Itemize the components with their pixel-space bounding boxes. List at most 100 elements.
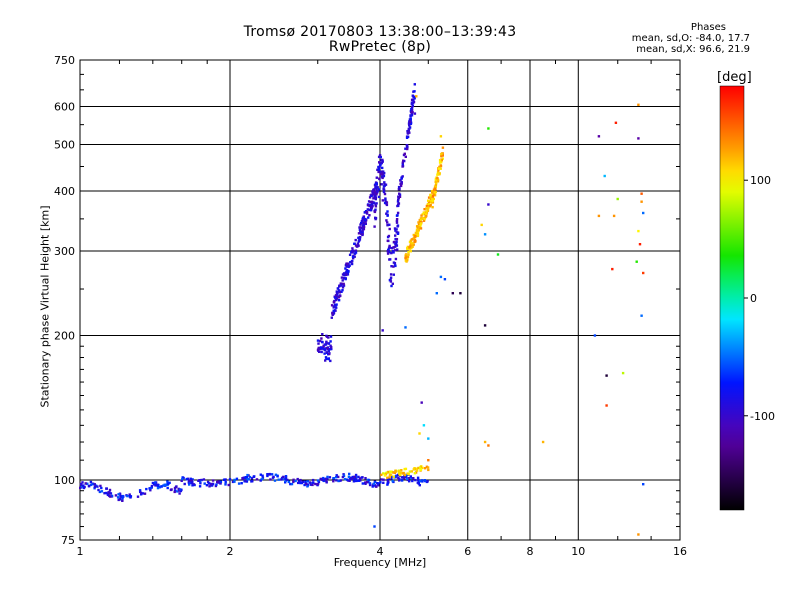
data-point bbox=[345, 265, 349, 268]
data-point bbox=[427, 200, 431, 204]
data-point bbox=[375, 176, 378, 179]
data-point bbox=[427, 206, 430, 209]
data-point bbox=[390, 246, 393, 250]
data-point bbox=[407, 131, 410, 134]
data-point bbox=[353, 477, 356, 480]
data-point bbox=[298, 480, 301, 483]
data-point bbox=[327, 342, 331, 345]
data-point bbox=[438, 161, 442, 164]
data-point bbox=[423, 479, 427, 482]
data-point bbox=[346, 478, 349, 481]
data-point bbox=[418, 466, 422, 469]
data-point bbox=[98, 490, 102, 494]
data-point bbox=[396, 225, 399, 228]
data-point bbox=[361, 228, 365, 231]
data-point bbox=[483, 233, 487, 236]
data-point bbox=[404, 256, 407, 260]
data-point bbox=[483, 440, 487, 444]
data-point bbox=[168, 481, 171, 484]
data-point bbox=[382, 481, 385, 484]
data-point bbox=[414, 231, 418, 235]
data-point bbox=[388, 244, 391, 248]
data-point bbox=[318, 350, 321, 353]
data-point bbox=[378, 165, 381, 168]
data-point bbox=[286, 478, 289, 482]
data-point bbox=[319, 477, 322, 481]
data-point bbox=[240, 482, 243, 485]
data-point bbox=[326, 347, 329, 350]
data-point bbox=[139, 491, 143, 495]
data-point bbox=[352, 249, 355, 253]
data-point bbox=[330, 304, 334, 307]
data-point bbox=[276, 475, 279, 478]
data-point bbox=[320, 478, 324, 481]
data-point bbox=[330, 316, 333, 319]
data-point bbox=[341, 273, 345, 276]
data-point bbox=[151, 481, 155, 485]
data-point bbox=[381, 176, 384, 180]
data-point bbox=[418, 220, 422, 223]
data-point bbox=[419, 218, 423, 221]
data-point bbox=[409, 117, 412, 120]
data-point bbox=[86, 482, 89, 485]
data-point bbox=[143, 492, 147, 495]
data-point bbox=[386, 483, 389, 486]
data-point bbox=[105, 487, 108, 490]
data-point bbox=[403, 152, 406, 155]
data-point bbox=[439, 275, 443, 279]
data-point bbox=[395, 221, 399, 224]
data-point bbox=[392, 251, 395, 254]
y-tick-label: 600 bbox=[54, 101, 75, 114]
data-point bbox=[246, 473, 249, 477]
data-point bbox=[268, 473, 271, 476]
data-point bbox=[383, 171, 386, 175]
data-point bbox=[154, 484, 157, 487]
data-point bbox=[397, 196, 400, 199]
data-point bbox=[191, 484, 194, 487]
data-point bbox=[441, 146, 445, 149]
data-point bbox=[438, 172, 441, 175]
data-point bbox=[183, 482, 186, 486]
data-point bbox=[439, 135, 443, 138]
data-point bbox=[317, 342, 320, 345]
data-point bbox=[366, 208, 369, 211]
data-point bbox=[395, 219, 399, 223]
data-point bbox=[385, 212, 388, 215]
data-point bbox=[214, 484, 218, 488]
data-point bbox=[341, 286, 345, 289]
data-point bbox=[410, 477, 413, 480]
data-point bbox=[107, 491, 110, 494]
x-tick-label: 10 bbox=[571, 545, 585, 558]
data-point bbox=[351, 251, 354, 254]
data-point bbox=[321, 333, 324, 336]
data-point bbox=[354, 238, 357, 242]
data-point bbox=[269, 478, 272, 481]
data-point bbox=[408, 470, 412, 473]
data-point bbox=[322, 346, 325, 349]
data-point bbox=[637, 533, 640, 536]
data-point bbox=[410, 98, 414, 101]
data-point bbox=[380, 473, 383, 476]
data-point bbox=[427, 468, 430, 472]
data-point bbox=[405, 136, 409, 139]
data-point bbox=[394, 245, 397, 248]
data-point bbox=[388, 223, 391, 226]
data-point bbox=[361, 226, 364, 230]
data-point bbox=[210, 484, 214, 487]
data-point bbox=[104, 491, 108, 495]
data-point bbox=[379, 155, 382, 159]
data-point bbox=[211, 482, 215, 486]
data-point bbox=[357, 479, 361, 482]
data-point bbox=[381, 166, 384, 170]
data-point bbox=[166, 486, 169, 490]
data-point bbox=[109, 492, 113, 495]
data-point bbox=[435, 292, 438, 295]
data-point bbox=[409, 243, 412, 247]
data-point bbox=[153, 483, 156, 486]
data-point bbox=[440, 152, 443, 156]
data-point bbox=[369, 204, 372, 207]
data-point bbox=[393, 264, 397, 267]
data-point bbox=[326, 475, 329, 479]
data-point bbox=[327, 357, 330, 361]
data-point bbox=[413, 83, 416, 86]
